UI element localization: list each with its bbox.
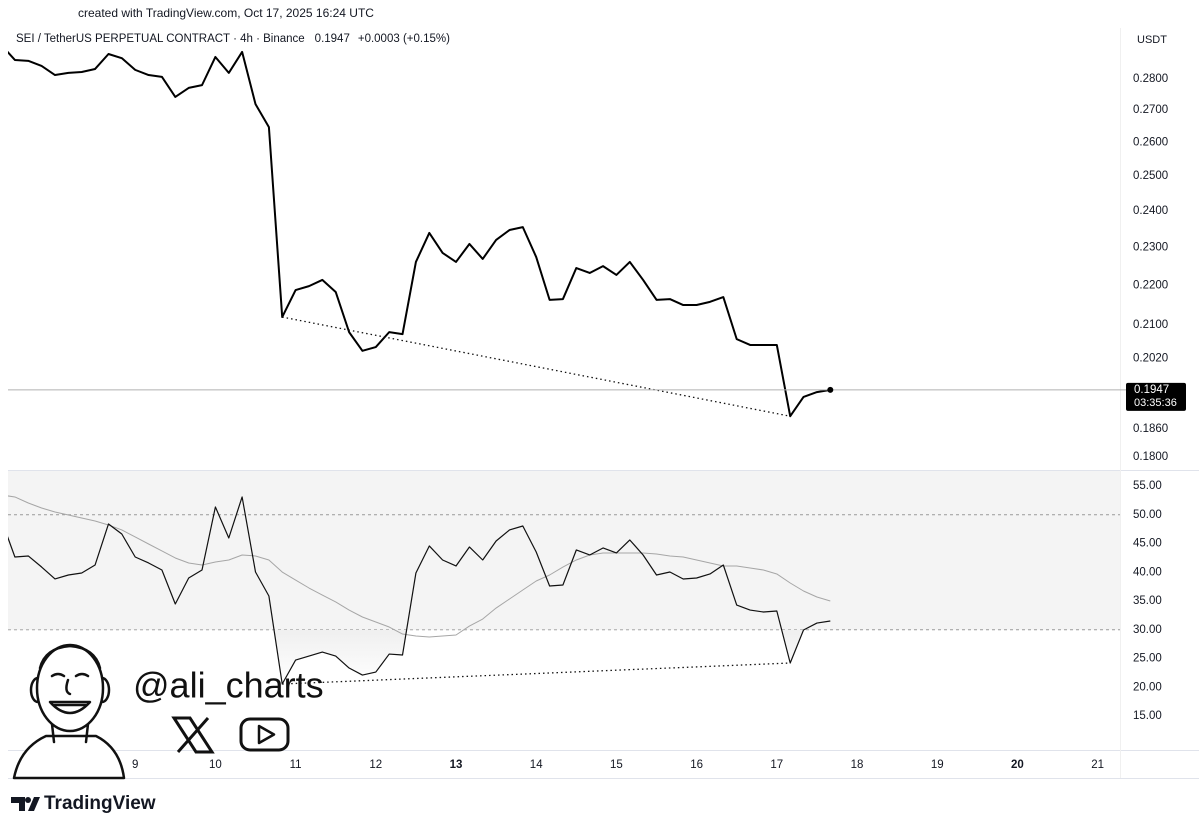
x-tick-label: 13: [450, 759, 463, 771]
x-tick-label: 9: [132, 759, 138, 771]
y-tick-label: 0.2800: [1133, 73, 1168, 85]
header-price: 0.1947: [315, 33, 350, 45]
y-tick-label: 0.2020: [1133, 352, 1168, 364]
tradingview-logo: TradingView: [11, 793, 156, 814]
symbol-title: SEI / TetherUS PERPETUAL CONTRACT · 4h ·…: [16, 33, 305, 45]
avatar-shoulders: [12, 734, 126, 780]
header-change: +0.0003 (+0.15%): [358, 33, 450, 45]
symbol-header: SEI / TetherUS PERPETUAL CONTRACT · 4h ·…: [16, 33, 450, 45]
y-tick-label: 25.00: [1133, 653, 1162, 665]
trendline: [282, 316, 791, 417]
tradingview-icon-dot: [25, 797, 31, 803]
level-band: [8, 471, 1120, 630]
watermark: @ali_charts: [12, 643, 324, 780]
x-tick-label: 17: [770, 759, 783, 771]
oversold-fill: [274, 629, 804, 685]
watermark-handle: @ali_charts: [133, 665, 324, 706]
avatar-nose: [65, 678, 72, 696]
avatar: [12, 643, 126, 780]
y-tick-label: 0.1800: [1133, 451, 1168, 463]
avatar-neck: [50, 722, 90, 744]
pane-1: [8, 471, 1120, 685]
plot: 891011121314151617181920210.28000.27000.…: [8, 50, 1186, 771]
avatar-head: [35, 643, 105, 733]
x-tick-label: 15: [610, 759, 623, 771]
y-tick-label: 0.2100: [1133, 319, 1168, 331]
last-point: [827, 386, 834, 393]
avatar-hairline: [38, 644, 102, 670]
tradingview-icon: [11, 797, 40, 811]
y-tick-label: 0.2400: [1133, 205, 1168, 217]
y-tick-label: 50.00: [1133, 509, 1162, 521]
youtube-play: [257, 724, 276, 745]
x-tick-label: 11: [290, 759, 302, 771]
y-tick-label: 45.00: [1133, 538, 1162, 550]
x-tick-label: 12: [369, 759, 382, 771]
trendline: [282, 662, 791, 685]
y-tick-label: 55.00: [1133, 480, 1162, 492]
x-tick-label: 16: [690, 759, 703, 771]
x-tick-label: 19: [931, 759, 944, 771]
y-tick-label: 30.00: [1133, 624, 1162, 636]
youtube-logo: [239, 717, 290, 752]
price-tag: [1126, 382, 1186, 411]
avatar-eyes: [50, 672, 90, 678]
y-tick-label: 0.2200: [1133, 279, 1168, 291]
y-tick-label: 0.2600: [1133, 136, 1168, 148]
y-tick-label: 40.00: [1133, 566, 1162, 578]
x-tick-label: 21: [1091, 759, 1104, 771]
y-tick-label: 20.00: [1133, 681, 1162, 693]
x-logo: [171, 716, 215, 754]
x-tick-label: 10: [209, 759, 222, 771]
y-tick-label: 0.1860: [1133, 423, 1168, 435]
x-tick-label: 20: [1011, 759, 1024, 771]
y-tick-label: 0.2500: [1133, 170, 1168, 182]
series-line: [8, 496, 831, 685]
y-tick-label: 0.2300: [1133, 241, 1168, 253]
tradingview-brand: TradingView: [44, 793, 156, 814]
x-tick-label: 14: [530, 759, 543, 771]
currency: USDT: [1137, 34, 1167, 46]
y-tick-label: 35.00: [1133, 595, 1162, 607]
y-tick-label: 0.2700: [1133, 104, 1168, 116]
series-line: [8, 50, 831, 418]
series-line: [8, 495, 831, 638]
y-tick-label: 15.00: [1133, 710, 1162, 722]
pane-0: [8, 50, 831, 418]
price-tag-countdown: 03:35:36: [1134, 397, 1177, 409]
created-note: created with TradingView.com, Oct 17, 20…: [78, 6, 374, 20]
x-tick-label: 18: [851, 759, 864, 771]
price-tag-value: 0.1947: [1134, 384, 1169, 396]
